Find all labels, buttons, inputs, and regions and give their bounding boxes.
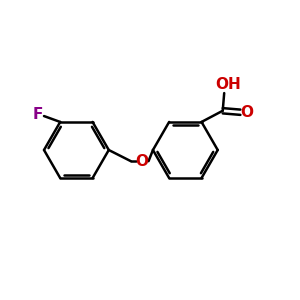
Text: O: O bbox=[240, 105, 254, 120]
Text: OH: OH bbox=[216, 77, 242, 92]
Text: F: F bbox=[32, 106, 43, 122]
Text: O: O bbox=[136, 154, 148, 169]
